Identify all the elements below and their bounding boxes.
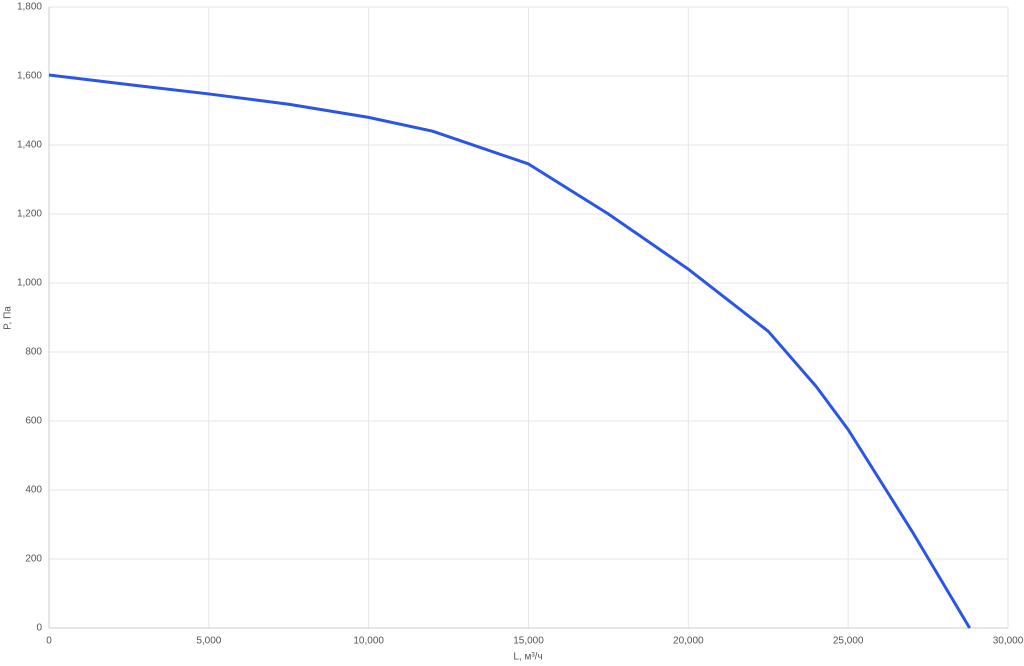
y-tick-label: 1,000 — [17, 278, 42, 289]
y-tick-label: 400 — [25, 485, 42, 496]
line — [48, 73, 971, 629]
x-tick-label: 10,000 — [353, 636, 384, 647]
y-tick-label: 200 — [25, 554, 42, 565]
x-axis-label: L, м³/ч — [513, 652, 542, 663]
y-tick-label: 1,400 — [17, 140, 42, 151]
x-tick-label: 20,000 — [673, 636, 704, 647]
x-tick-label: 5,000 — [196, 636, 221, 647]
y-tick-label: 600 — [25, 416, 42, 427]
y-tick-label: 1,800 — [17, 2, 42, 13]
y-tick-label: 1,200 — [17, 209, 42, 220]
y-tick-label: 0 — [36, 623, 42, 634]
x-tick-label: 0 — [46, 636, 52, 647]
y-tick-label: 800 — [25, 347, 42, 358]
x-tick-label: 30,000 — [993, 636, 1024, 647]
y-tick-label: 1,600 — [17, 71, 42, 82]
y-axis-label: P, Па — [3, 306, 14, 330]
x-tick-label: 25,000 — [833, 636, 864, 647]
x-tick-label: 15,000 — [513, 636, 544, 647]
